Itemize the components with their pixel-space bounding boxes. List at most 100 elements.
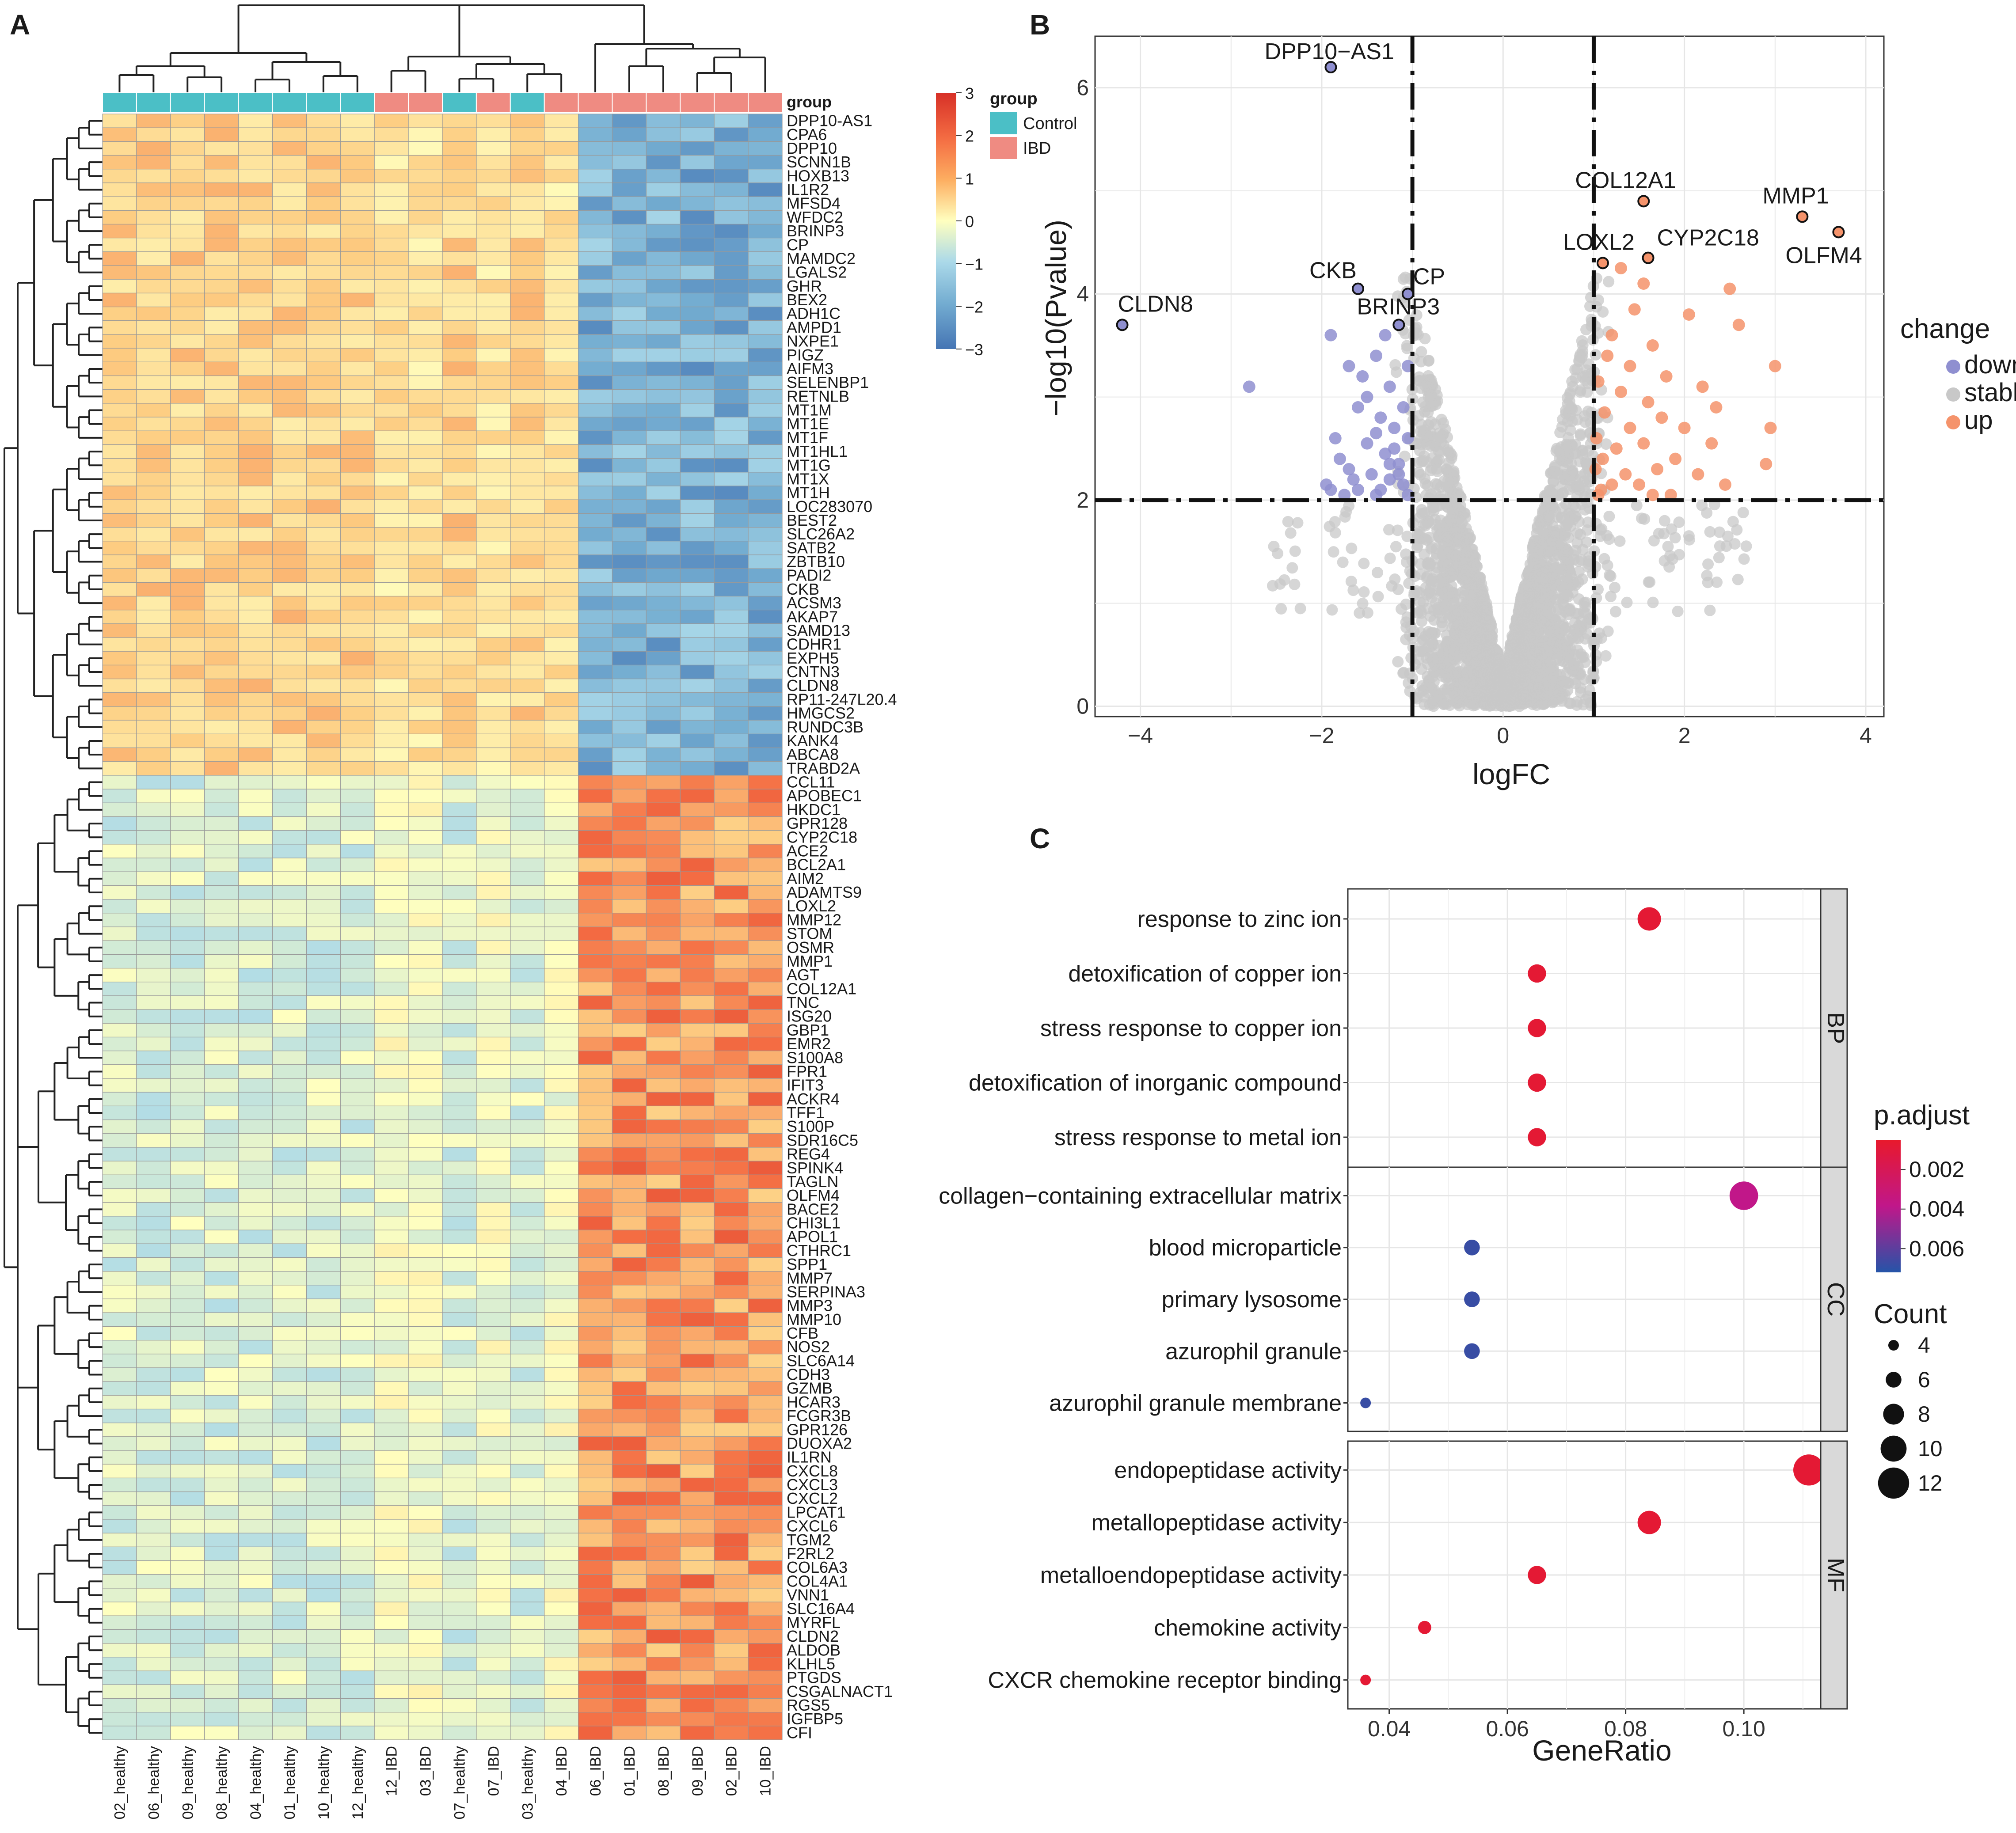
heatmap-cell <box>170 513 205 528</box>
heatmap-cell <box>272 1064 307 1079</box>
group-annotation-cell <box>646 92 681 113</box>
heatmap-cell <box>170 375 205 390</box>
heatmap-cell <box>408 265 443 280</box>
heatmap-cell <box>374 926 409 941</box>
heatmap-cell <box>646 1519 681 1533</box>
heatmap-cell <box>646 1257 681 1272</box>
heatmap-cell <box>578 127 613 142</box>
heatmap-cell <box>748 1133 783 1148</box>
heatmap-cell <box>476 1602 511 1616</box>
heatmap-cell <box>408 155 443 170</box>
heatmap-cell <box>714 541 749 555</box>
heatmap-cell <box>136 1684 171 1699</box>
heatmap-cell <box>510 1092 545 1107</box>
heatmap-cell <box>510 1051 545 1065</box>
heatmap-cell <box>102 554 137 569</box>
heatmap-cell <box>170 1298 205 1313</box>
heatmap-cell <box>646 1023 681 1038</box>
heatmap-cell <box>680 816 715 831</box>
heatmap-cell <box>204 1602 239 1616</box>
panel-letter-b: B <box>1030 9 1050 41</box>
sample-label: 06_IBD <box>587 1746 604 1796</box>
heatmap-cell <box>544 1216 579 1230</box>
heatmap-cell <box>578 692 613 707</box>
heatmap-cell <box>714 1257 749 1272</box>
heatmap-cell <box>374 1464 409 1479</box>
heatmap-cell <box>102 1423 137 1437</box>
heatmap-cell <box>272 499 307 514</box>
heatmap-cell <box>340 899 375 914</box>
heatmap-cell <box>578 444 613 459</box>
heatmap-cell <box>714 1051 749 1065</box>
heatmap-cell <box>136 1120 171 1134</box>
heatmap-cell <box>748 513 783 528</box>
heatmap-cell <box>306 196 341 211</box>
heatmap-cell <box>748 1023 783 1038</box>
heatmap-cell <box>544 1629 579 1644</box>
heatmap-cell <box>510 307 545 321</box>
heatmap-cell <box>170 1271 205 1286</box>
heatmap-cell <box>340 1629 375 1644</box>
heatmap-cell <box>340 885 375 900</box>
heatmap-cell <box>510 1023 545 1038</box>
heatmap-cell <box>102 389 137 404</box>
heatmap-cell <box>748 1684 783 1699</box>
heatmap-cell <box>680 251 715 266</box>
heatmap-cell <box>408 1064 443 1079</box>
heatmap-cell <box>408 486 443 500</box>
heatmap-cell <box>612 858 647 872</box>
heatmap-cell <box>544 292 579 307</box>
heatmap-cell <box>408 196 443 211</box>
heatmap-cell <box>714 1588 749 1602</box>
group-annotation-cell <box>408 92 443 113</box>
heatmap-cell <box>612 1477 647 1492</box>
heatmap-cell <box>578 1629 613 1644</box>
heatmap-cell <box>476 1615 511 1630</box>
heatmap-cell <box>170 706 205 721</box>
heatmap-cell <box>306 995 341 1010</box>
heatmap-cell <box>544 1133 579 1148</box>
heatmap-cell <box>748 858 783 872</box>
heatmap-cell <box>612 664 647 679</box>
heatmap-cell <box>646 982 681 996</box>
heatmap-cell <box>272 1312 307 1327</box>
heatmap-cell <box>442 913 477 927</box>
heatmap-cell <box>306 1340 341 1355</box>
heatmap-cell <box>578 1491 613 1506</box>
heatmap-cell <box>204 1298 239 1313</box>
heatmap-cell <box>340 568 375 583</box>
gene-label: ISG20 <box>787 1007 832 1025</box>
heatmap-cell <box>442 1230 477 1244</box>
heatmap-cell <box>510 541 545 555</box>
gene-label: SLC26A2 <box>787 525 855 543</box>
heatmap-cell <box>476 1120 511 1134</box>
stable-point <box>1582 445 1594 457</box>
heatmap-cell <box>102 1161 137 1175</box>
heatmap-cell <box>340 1036 375 1051</box>
heatmap-cell <box>476 114 511 128</box>
heatmap-cell <box>374 1023 409 1038</box>
heatmap-cell <box>578 733 613 748</box>
heatmap-cell <box>408 1036 443 1051</box>
heatmap-cell <box>340 1684 375 1699</box>
heatmap-cell <box>442 720 477 734</box>
heatmap-cell <box>510 1505 545 1520</box>
heatmap-cell <box>442 1533 477 1547</box>
heatmap-cell <box>544 1464 579 1479</box>
heatmap-cell <box>646 224 681 239</box>
heatmap-cell <box>238 1602 273 1616</box>
heatmap-cell <box>408 913 443 927</box>
heatmap-cell <box>306 224 341 239</box>
heatmap-cell <box>170 141 205 156</box>
heatmap-cell <box>340 1312 375 1327</box>
heatmap-cell <box>374 279 409 294</box>
heatmap-cell <box>544 940 579 955</box>
heatmap-cell <box>238 265 273 280</box>
heatmap-cell <box>680 1643 715 1658</box>
heatmap-cell <box>748 1298 783 1313</box>
heatmap-cell <box>136 1574 171 1589</box>
heatmap-cell <box>442 1354 477 1368</box>
heatmap-cell <box>136 1036 171 1051</box>
heatmap-cell <box>136 1367 171 1382</box>
heatmap-cell <box>748 1174 783 1189</box>
